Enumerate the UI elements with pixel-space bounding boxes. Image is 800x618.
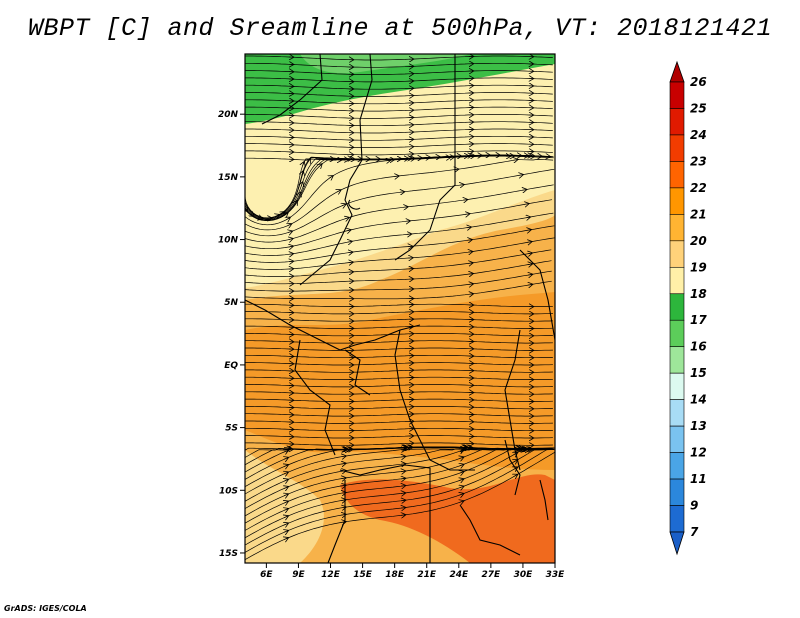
colorbar-label: 14 [690,393,707,407]
colorbar-segment [670,400,684,426]
colorbar-label: 21 [690,207,707,221]
lat-tick-label: 5S [225,424,238,434]
colorbar-label: 15 [690,366,707,380]
latitude-axis: 20N 15N 10N 5N EQ 5S 10S 15S [218,110,245,559]
lon-tick-label: 27E [482,570,502,580]
colorbar-segment [670,161,684,187]
lat-tick-label: 5N [224,298,238,308]
longitude-axis: 6E 9E 12E 15E 18E 21E 24E 27E 30E 33E [260,563,565,580]
grads-credit: GrADS: IGES/COLA [4,604,87,613]
lon-tick-label: 18E [385,570,405,580]
colorbar-segment [670,267,684,293]
colorbar-label: 25 [690,101,707,115]
colorbar-label: 22 [690,181,707,195]
colorbar-bottom-arrow [670,532,684,554]
lon-tick-label: 6E [260,570,273,580]
colorbar-label: 9 [690,499,698,513]
colorbar-segment [670,506,684,532]
colorbar: 26 25 24 23 22 21 20 19 18 17 16 15 14 13 12 11 9 7 [670,62,707,554]
lon-tick-label: 21E [417,570,437,580]
weather-map: 20N 15N 10N 5N EQ 5S 10S 15S 6E 9E 12E 15E 18E 21E 24… [0,0,800,618]
colorbar-label: 11 [690,472,707,486]
colorbar-segment [670,241,684,267]
colorbar-segment [670,426,684,452]
colorbar-label: 12 [690,446,707,460]
colorbar-label: 23 [690,154,707,168]
colorbar-label: 18 [690,287,707,301]
colorbar-segment [670,373,684,399]
lon-tick-label: 12E [321,570,341,580]
lat-tick-label: 10S [219,486,238,496]
lon-tick-label: 24E [449,570,469,580]
colorbar-label: 24 [690,128,707,142]
colorbar-segment [670,135,684,161]
lat-tick-label: 15S [219,549,238,559]
colorbar-segment [670,214,684,240]
lat-tick-label: EQ [224,361,238,371]
lat-tick-label: 20N [218,110,239,120]
colorbar-segment [670,479,684,505]
colorbar-segment [670,188,684,214]
wbpt-shaded-field [240,54,555,563]
colorbar-label: 20 [690,234,707,248]
colorbar-label: 17 [690,313,707,327]
colorbar-segment [670,320,684,346]
colorbar-label: 13 [690,419,707,433]
colorbar-label: 19 [690,260,707,274]
lat-tick-label: 15N [218,173,239,183]
colorbar-label: 7 [690,525,699,539]
lat-tick-label: 10N [218,236,239,246]
colorbar-segment [670,82,684,108]
colorbar-segment [670,453,684,479]
lon-tick-label: 15E [353,570,373,580]
colorbar-segment [670,347,684,373]
lon-tick-label: 9E [292,570,305,580]
lon-tick-label: 30E [514,570,534,580]
colorbar-top-arrow [670,62,684,82]
colorbar-segment [670,294,684,320]
lon-tick-label: 33E [546,570,566,580]
colorbar-label: 16 [690,340,707,354]
colorbar-segment [670,108,684,134]
colorbar-label: 26 [690,75,707,89]
